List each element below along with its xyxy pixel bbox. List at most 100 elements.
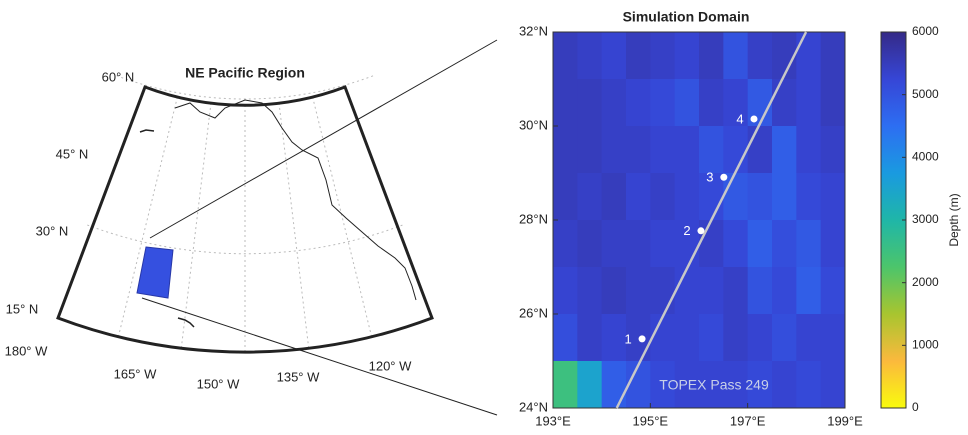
heat-cell [626, 173, 651, 221]
colorbar-tick-label: 2000 [912, 275, 939, 289]
heat-cell [699, 314, 724, 362]
colorbar-tick-label: 3000 [912, 212, 939, 226]
heat-cell [553, 361, 578, 409]
heat-cell [796, 314, 822, 362]
colorbar [880, 31, 907, 409]
station-label: 2 [683, 223, 690, 238]
station-point [638, 335, 646, 343]
heat-cell [772, 361, 797, 409]
hawaii [177, 317, 195, 328]
heat-cell [723, 173, 749, 221]
station-point [720, 173, 728, 181]
colorbar-tick-label: 4000 [912, 150, 939, 164]
heat-cell [577, 32, 603, 80]
lat-label: 30° N [36, 223, 69, 238]
heat-cell [553, 79, 578, 127]
colorbar-tick-label: 5000 [912, 87, 939, 101]
heat-cell [577, 173, 603, 221]
heat-cell [577, 79, 603, 127]
heat-cell [747, 173, 773, 221]
heat-cell [723, 79, 749, 127]
heat-cell [650, 267, 676, 315]
colorbar-tick-label: 0 [912, 400, 919, 414]
lat-label: 60° N [102, 69, 135, 84]
station-label: 3 [706, 170, 713, 185]
heat-cell [577, 314, 603, 362]
heat-cell [650, 314, 676, 362]
lat-label: 15° N [6, 301, 39, 316]
heat-cell [723, 32, 749, 80]
lon-label: 165° W [114, 366, 158, 381]
heat-cell [601, 361, 627, 409]
heat-cell [820, 79, 846, 127]
heat-cell [577, 126, 603, 174]
heat-cell [772, 126, 797, 174]
heat-cell [747, 361, 773, 409]
x-tick-label: 195°E [633, 413, 669, 428]
heat-cell [626, 220, 651, 268]
islands [139, 129, 155, 133]
heat-cell [601, 126, 627, 174]
heat-cell [796, 126, 822, 174]
heat-cell [626, 126, 651, 174]
heat-cell [601, 32, 627, 80]
coastline [174, 99, 417, 301]
heat-cell [772, 79, 797, 127]
station-label: 1 [624, 331, 631, 346]
heat-cell [820, 361, 846, 409]
heat-cell [601, 314, 627, 362]
map-frame [56, 85, 434, 354]
heat-cell [553, 220, 578, 268]
lon-label: 180° W [5, 343, 49, 358]
heat-cell [796, 361, 822, 409]
heat-cell [747, 32, 773, 80]
heat-cell [650, 79, 676, 127]
lon-label: 120° W [369, 358, 413, 373]
heat-cell [626, 79, 651, 127]
heat-cell [723, 314, 749, 362]
heat-cell [699, 220, 724, 268]
heat-cell [577, 220, 603, 268]
y-tick-label: 32°N [519, 23, 548, 38]
heat-cell [723, 220, 749, 268]
heat-cell [699, 79, 724, 127]
heat-cell [772, 220, 797, 268]
heat-cell [650, 220, 676, 268]
y-tick-label: 28°N [519, 211, 548, 226]
heat-cell [674, 220, 700, 268]
parallel [87, 224, 403, 255]
heat-cell [674, 173, 700, 221]
heat-cell [772, 32, 797, 80]
heat-cell [601, 267, 627, 315]
heat-cell [553, 314, 578, 362]
heat-cell [674, 267, 700, 315]
heat-cell [553, 126, 578, 174]
heat-cell [820, 32, 846, 80]
heat-cell [820, 220, 846, 268]
heat-cell [674, 79, 700, 127]
heat-cell [796, 32, 822, 80]
colorbar-label: Depth (m) [947, 193, 961, 246]
heat-cell [796, 79, 822, 127]
heat-cell [699, 126, 724, 174]
heat-cell [553, 267, 578, 315]
domain-box [136, 246, 174, 299]
heat-cell [650, 126, 676, 174]
colorbar-tick-label: 6000 [912, 24, 939, 38]
x-tick-label: 199°E [827, 413, 863, 428]
connector [141, 297, 498, 416]
heat-cell [820, 126, 846, 174]
meridian [278, 102, 310, 349]
heat-cell [699, 267, 724, 315]
heat-cell [674, 361, 700, 409]
heat-cell [674, 32, 700, 80]
lat-label: 45° N [56, 146, 89, 161]
heat-cell [674, 126, 700, 174]
heat-cell [577, 361, 603, 409]
meridian [180, 102, 212, 349]
heat-cell [674, 314, 700, 362]
heat-cell [747, 220, 773, 268]
station-point [750, 115, 758, 123]
lon-label: 150° W [197, 376, 241, 391]
